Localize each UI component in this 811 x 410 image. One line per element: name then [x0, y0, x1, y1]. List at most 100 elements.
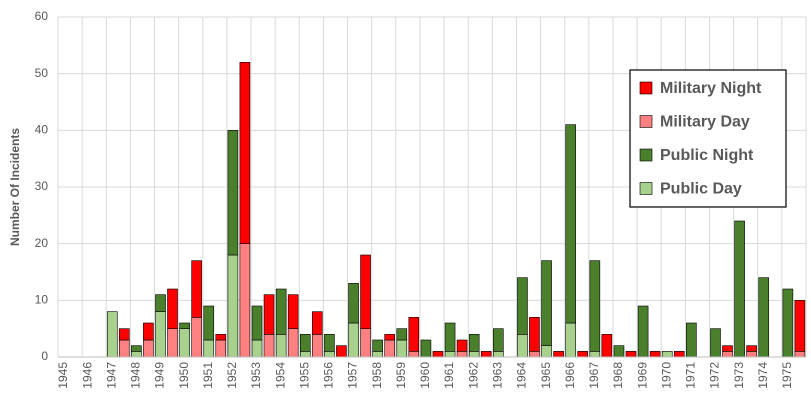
- x-tick-label: 1960: [418, 362, 432, 389]
- bar-segment: [529, 351, 540, 358]
- legend-label: Public Night: [660, 147, 754, 164]
- bar-segment: [215, 334, 227, 341]
- bar-segment: [131, 351, 142, 358]
- bar-segment: [360, 328, 371, 358]
- x-tick-label: 1946: [80, 362, 94, 389]
- x-tick-label: 1969: [635, 362, 649, 389]
- bar-segment: [493, 328, 504, 352]
- bar-segment: [529, 317, 540, 352]
- bar-segment: [710, 328, 721, 358]
- bar-segment: [167, 288, 178, 329]
- x-tick-label: 1965: [539, 362, 553, 389]
- bar-segment: [649, 351, 661, 358]
- bar-segment: [227, 254, 239, 358]
- x-tick-label: 1954: [273, 362, 287, 389]
- bar-segment: [686, 322, 697, 358]
- bar-segment: [167, 328, 178, 358]
- bar-segment: [794, 300, 806, 352]
- bar-segment: [299, 334, 311, 352]
- bar-segment: [384, 334, 395, 341]
- bar-segment: [456, 339, 468, 352]
- x-tick-label: 1964: [515, 362, 529, 389]
- x-tick-label: 1974: [756, 362, 770, 389]
- bar-segment: [637, 305, 649, 358]
- x-tick-label: 1970: [659, 362, 673, 389]
- bar-segment: [444, 351, 456, 358]
- bar-segment: [372, 351, 383, 358]
- x-tick-label: 1951: [201, 362, 215, 389]
- bar-segment: [722, 345, 733, 352]
- bar-segment: [396, 328, 408, 341]
- x-tick-label: 1959: [394, 362, 408, 389]
- bar-segment: [143, 322, 154, 341]
- bar-segment: [565, 322, 577, 358]
- bar-segment: [553, 351, 564, 358]
- x-tick-label: 1967: [587, 362, 601, 389]
- bar-segment: [275, 288, 287, 335]
- bar-segment: [372, 339, 383, 352]
- x-tick-label: 1947: [104, 362, 118, 389]
- bar-segment: [456, 351, 468, 358]
- legend-box: [629, 69, 787, 208]
- bar-segment: [155, 294, 166, 312]
- bar-segment: [275, 334, 287, 358]
- legend-label: Military Night: [660, 80, 762, 97]
- x-tick-label: 1952: [225, 362, 239, 389]
- y-tick-label: 40: [35, 123, 49, 137]
- y-tick-label: 60: [35, 9, 49, 23]
- bar-segment: [601, 334, 613, 358]
- x-tick-label: 1968: [611, 362, 625, 389]
- y-tick-label: 30: [35, 179, 49, 193]
- bar-segment: [625, 351, 637, 358]
- bar-segment: [493, 351, 504, 358]
- bar-segment: [287, 294, 299, 329]
- bar-segment: [324, 351, 335, 358]
- x-tick-label: 1963: [490, 362, 504, 389]
- bar-segment: [215, 339, 227, 358]
- x-tick-label: 1961: [442, 362, 456, 389]
- y-tick-label: 20: [35, 236, 49, 250]
- bar-segment: [239, 62, 251, 244]
- legend-label: Military Day: [660, 114, 750, 131]
- bar-segment: [239, 243, 251, 358]
- bar-segment: [432, 351, 444, 358]
- bar-segment: [155, 311, 166, 358]
- bar-segment: [746, 351, 757, 358]
- bar-segment: [191, 260, 202, 318]
- bar-segment: [324, 334, 335, 352]
- bar-segment: [468, 334, 480, 352]
- bar-segment: [311, 311, 323, 335]
- bar-segment: [299, 351, 311, 358]
- x-tick-label: 1975: [780, 362, 794, 389]
- x-tick-label: 1955: [297, 362, 311, 389]
- bar-segment: [746, 345, 757, 352]
- bar-segment: [360, 254, 371, 329]
- bar-segment: [794, 351, 806, 358]
- x-tick-label: 1957: [346, 362, 360, 389]
- bar-segment: [396, 339, 408, 358]
- x-tick-label: 1950: [177, 362, 191, 389]
- bar-segment: [541, 260, 552, 346]
- bar-segment: [758, 277, 770, 358]
- legend-swatch: [639, 81, 653, 95]
- x-tick-label: 1973: [732, 362, 746, 389]
- bar-segment: [118, 328, 130, 341]
- bar-segment: [589, 351, 601, 358]
- bar-segment: [613, 345, 625, 358]
- bar-segment: [179, 328, 190, 358]
- bar-segment: [131, 345, 142, 352]
- bar-segment: [348, 283, 359, 324]
- x-tick-label: 1945: [56, 362, 70, 389]
- bar-segment: [263, 334, 275, 358]
- bar-segment: [311, 334, 323, 358]
- bar-segment: [408, 351, 420, 358]
- bar-segment: [408, 317, 420, 352]
- bar-segment: [577, 351, 589, 358]
- bar-segment: [565, 124, 577, 324]
- x-tick-label: 1962: [466, 362, 480, 389]
- bar-segment: [444, 322, 456, 352]
- y-tick-label: 10: [35, 293, 49, 307]
- legend-swatch: [639, 115, 653, 128]
- bar-segment: [589, 260, 601, 352]
